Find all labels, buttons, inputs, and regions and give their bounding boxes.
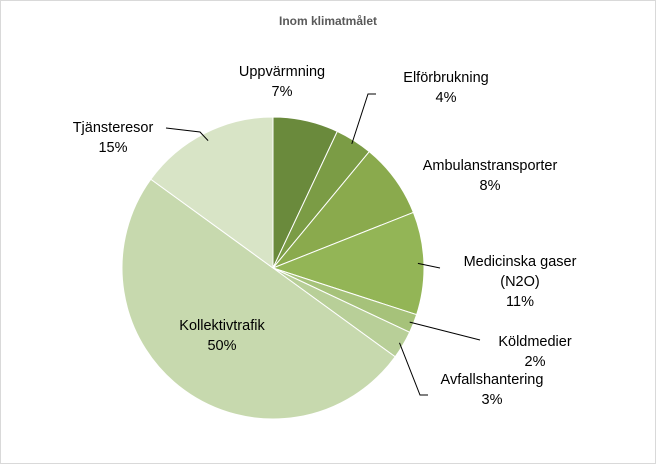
slice-value: 8% (479, 178, 501, 194)
leader-lines (165, 93, 481, 396)
slice-label-medicinska-gaser: Medicinska gaser (N2O) 11% (440, 252, 600, 312)
slice-value: 15% (98, 140, 128, 156)
pie-slices (121, 116, 425, 420)
slice-label-koldmedier: Köldmedier 2% (475, 332, 595, 372)
slice-name: Uppvärmning (238, 64, 326, 80)
slice-value: 4% (435, 90, 457, 106)
slice-value: 11% (506, 294, 534, 310)
slice-name: Avfallshantering (440, 372, 544, 388)
slice-name: Elförbrukning (403, 70, 489, 86)
slice-label-tjansteresor: Tjänsteresor 15% (48, 118, 178, 158)
pie-slice-medicinska-gaser-n2o (271, 211, 425, 316)
slice-label-ambulanstransporter: Ambulanstransporter 8% (400, 156, 580, 196)
slice-value: 2% (524, 354, 546, 370)
leader-line-tjansteresor (165, 127, 209, 141)
pie-slice-tjänsteresor (150, 116, 274, 269)
slice-label-elforbrukning: Elförbrukning 4% (376, 68, 516, 108)
slice-value: 50% (207, 338, 237, 354)
leader-line-avfallshantering (399, 342, 428, 396)
slice-name: Kollektivtrafik (179, 318, 265, 334)
slice-value: 7% (271, 84, 293, 100)
slice-label-avfallshantering: Avfallshantering 3% (412, 370, 572, 410)
slice-label-kollektivtrafik: Kollektivtrafik 50% (158, 316, 286, 356)
pie-slice-kollektivtrafik (121, 178, 396, 420)
slice-name: Köldmedier (498, 334, 572, 350)
slice-label-uppvarmning: Uppvärmning 7% (232, 62, 332, 102)
chart-title: Inom klimatmålet (278, 14, 378, 28)
slice-name-line-2: (N2O) (500, 274, 540, 290)
leader-line-koldmedier (409, 321, 481, 341)
slice-name: Ambulanstransporter (422, 158, 558, 174)
slice-name: Tjänsteresor (72, 120, 154, 136)
leader-line-elforbrukning (351, 93, 376, 145)
slice-value: 3% (481, 392, 503, 408)
slice-name-line-1: Medicinska gaser (463, 254, 577, 270)
leader-line-medicinska-gaser (417, 262, 441, 269)
